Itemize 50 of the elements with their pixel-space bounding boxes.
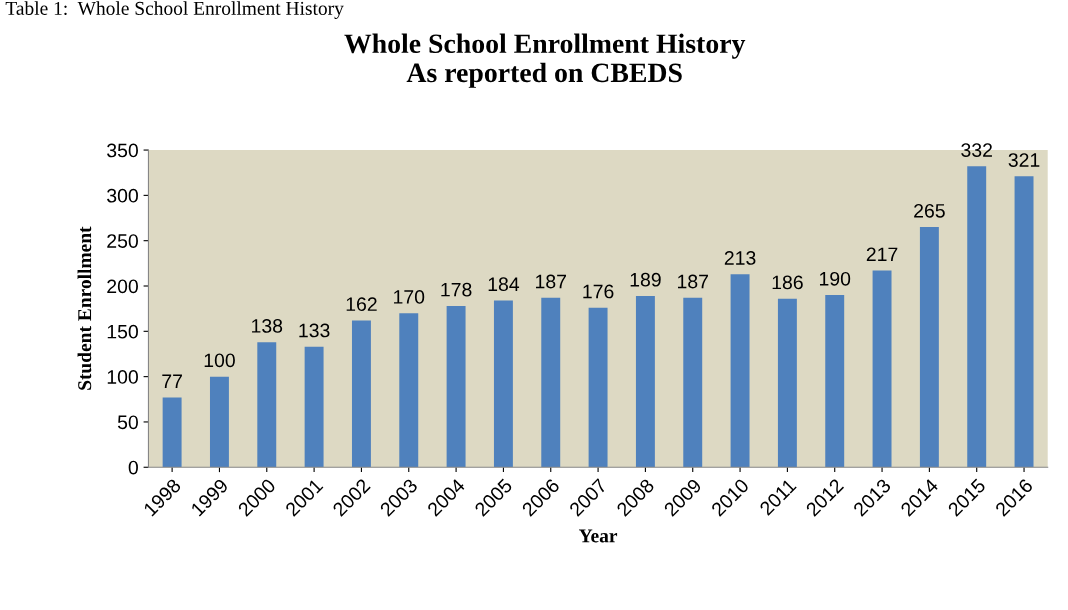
data-label: 77 bbox=[162, 374, 182, 388]
bar bbox=[683, 297, 703, 468]
data-label: 176 bbox=[583, 284, 614, 299]
data-label: 187 bbox=[678, 274, 708, 289]
y-tick-label: 350 bbox=[107, 143, 138, 158]
y-tick-label: 150 bbox=[107, 324, 138, 339]
bar bbox=[399, 313, 419, 468]
bar bbox=[493, 300, 513, 468]
data-label: 170 bbox=[394, 290, 425, 304]
bar bbox=[919, 227, 939, 468]
bar bbox=[209, 376, 229, 468]
data-label: 265 bbox=[914, 203, 945, 218]
data-label: 190 bbox=[819, 271, 851, 286]
data-label: 217 bbox=[866, 247, 898, 262]
data-label: 138 bbox=[252, 319, 283, 333]
data-label: 100 bbox=[204, 353, 235, 368]
y-tick-label: 200 bbox=[107, 279, 138, 294]
data-label: 162 bbox=[346, 297, 377, 312]
bar bbox=[730, 274, 750, 468]
y-tick-label: 0 bbox=[128, 460, 138, 475]
data-label: 133 bbox=[299, 323, 330, 338]
bar bbox=[351, 320, 371, 468]
bar bbox=[304, 346, 324, 468]
bar bbox=[777, 298, 797, 468]
bar bbox=[635, 295, 655, 468]
data-label: 187 bbox=[536, 274, 566, 289]
data-label: 213 bbox=[724, 251, 756, 265]
data-label: 332 bbox=[961, 143, 992, 157]
x-axis-title: Year bbox=[578, 529, 618, 543]
caption: Table 1: Whole School Enrollment History bbox=[5, 1, 344, 19]
bar bbox=[872, 270, 892, 468]
bar bbox=[967, 166, 987, 468]
bar bbox=[541, 297, 561, 468]
bar bbox=[588, 307, 608, 468]
y-axis-title: Student Enrollment bbox=[77, 226, 92, 390]
y-tick-label: 100 bbox=[107, 370, 138, 384]
bar bbox=[446, 305, 466, 468]
y-tick-label: 50 bbox=[117, 415, 138, 430]
y-tick-label: 300 bbox=[107, 188, 138, 203]
bar bbox=[162, 397, 182, 468]
chart-title: Whole School Enrollment History As reported on CBEDS bbox=[344, 33, 746, 88]
bar bbox=[825, 295, 845, 468]
data-label: 186 bbox=[772, 275, 803, 290]
bar bbox=[257, 342, 277, 468]
data-label: 321 bbox=[1008, 153, 1040, 167]
data-label: 184 bbox=[488, 277, 520, 292]
y-tick-label: 250 bbox=[107, 234, 138, 248]
bar bbox=[1014, 176, 1034, 468]
data-label: 189 bbox=[630, 272, 661, 287]
data-label: 178 bbox=[441, 282, 472, 297]
